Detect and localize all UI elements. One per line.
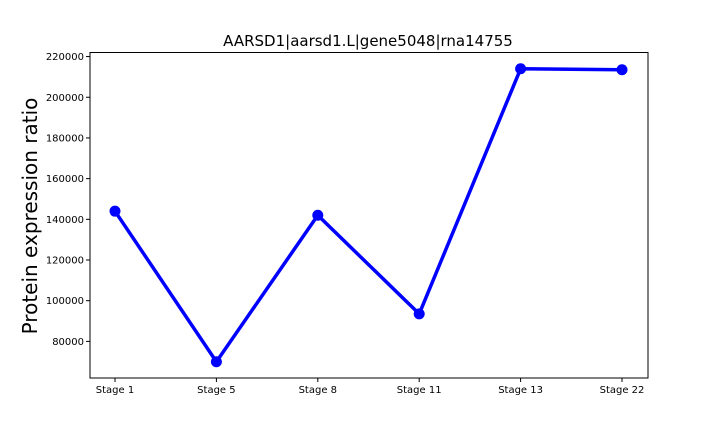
- x-tick-label: Stage 8: [299, 385, 337, 396]
- data-point: [210, 356, 222, 368]
- y-tick-label: 100000: [46, 296, 84, 307]
- chart-title: AARSD1|aarsd1.L|gene5048|rna14755: [223, 32, 513, 50]
- series-line: [113, 67, 624, 364]
- data-point: [413, 308, 425, 320]
- y-axis: 80000 100000 120000 140000 160000 180000 20000…: [46, 52, 90, 348]
- x-tick-label: Stage 5: [197, 385, 235, 396]
- data-point: [616, 64, 628, 76]
- x-tick-label: Stage 11: [397, 385, 442, 396]
- data-point: [515, 63, 527, 75]
- x-tick-label: Stage 13: [498, 385, 543, 396]
- y-tick-label: 200000: [46, 93, 84, 104]
- axes-frame: [89, 52, 649, 379]
- y-tick-label: 220000: [46, 52, 84, 63]
- y-axis-label: Protein expression ratio: [18, 98, 42, 335]
- y-tick-label: 120000: [46, 256, 84, 267]
- y-tick-label: 140000: [46, 215, 84, 226]
- data-point: [109, 205, 121, 217]
- x-tick-label: Stage 22: [600, 385, 645, 396]
- y-tick-label: 180000: [46, 133, 84, 144]
- x-axis: Stage 1 Stage 5 Stage 8 Stage 11 Stage 13 Sta…: [96, 378, 645, 396]
- y-tick-label: 160000: [46, 174, 84, 185]
- data-point: [312, 209, 324, 221]
- y-tick-label: 80000: [52, 337, 84, 348]
- plot-area: [109, 63, 628, 368]
- x-tick-label: Stage 1: [96, 385, 134, 396]
